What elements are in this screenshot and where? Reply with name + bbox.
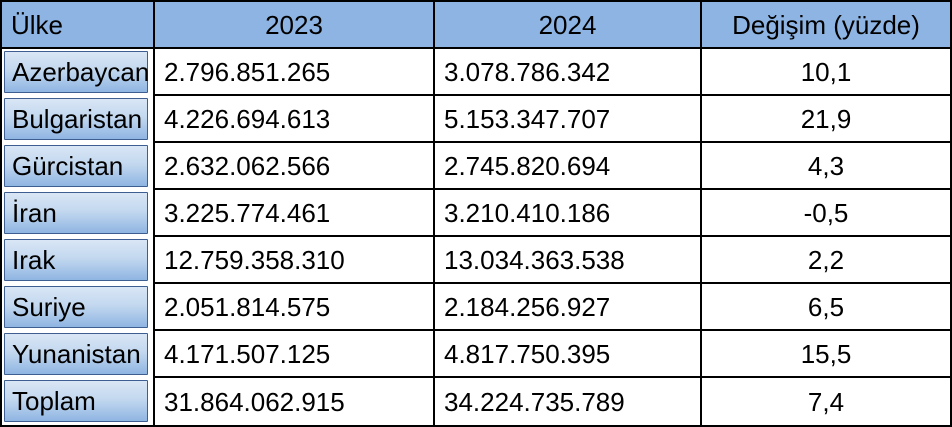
value-2024-cell: 5.153.347.707	[435, 96, 702, 143]
country-label: Suriye	[12, 292, 86, 322]
change-cell: 4,3	[702, 143, 950, 190]
value-2023-cell: 2.051.814.575	[155, 284, 435, 331]
total-2023-cell: 31.864.062.915	[155, 378, 435, 425]
total-2024-cell: 34.224.735.789	[435, 378, 702, 425]
table-row-country: İran	[2, 190, 155, 237]
table-row-country: Yunanistan	[2, 331, 155, 378]
country-chip: Azerbaycan	[4, 51, 150, 93]
country-label: Gürcistan	[12, 151, 124, 181]
value-2024-cell: 3.078.786.342	[435, 49, 702, 96]
total-label: Toplam	[12, 386, 96, 416]
change-cell: 6,5	[702, 284, 950, 331]
country-chip: Toplam	[4, 380, 148, 422]
country-chip: İran	[4, 192, 148, 234]
change-cell: 2,2	[702, 237, 950, 284]
country-label: Bulgaristan	[12, 104, 143, 134]
change-cell: 15,5	[702, 331, 950, 378]
value-2023-cell: 3.225.774.461	[155, 190, 435, 237]
value-2023-cell: 2.632.062.566	[155, 143, 435, 190]
country-label: Yunanistan	[12, 339, 141, 369]
value-2024-cell: 2.745.820.694	[435, 143, 702, 190]
change-cell: -0,5	[702, 190, 950, 237]
country-label: Irak	[12, 245, 56, 275]
change-cell: 10,1	[702, 49, 950, 96]
country-chip: Gürcistan	[4, 145, 148, 187]
value-2024-cell: 13.034.363.538	[435, 237, 702, 284]
change-cell: 21,9	[702, 96, 950, 143]
country-label: Azerbaycan	[12, 57, 150, 87]
country-chip: Bulgaristan	[4, 98, 148, 140]
value-2023-cell: 2.796.851.265	[155, 49, 435, 96]
table-row-total: Toplam	[2, 378, 155, 425]
table-row-country: Suriye	[2, 284, 155, 331]
value-2024-cell: 4.817.750.395	[435, 331, 702, 378]
header-cell-2024: 2024	[435, 2, 702, 49]
country-chip: Suriye	[4, 286, 148, 328]
value-2023-cell: 4.171.507.125	[155, 331, 435, 378]
country-chip: Yunanistan	[4, 333, 148, 375]
country-label: İran	[12, 198, 57, 228]
header-cell-country: Ülke	[2, 2, 155, 49]
table-row-country: Azerbaycan	[2, 49, 155, 96]
table-row-country: Bulgaristan	[2, 96, 155, 143]
value-2024-cell: 3.210.410.186	[435, 190, 702, 237]
value-2023-cell: 12.759.358.310	[155, 237, 435, 284]
header-cell-2023: 2023	[155, 2, 435, 49]
table-row-country: Gürcistan	[2, 143, 155, 190]
value-2024-cell: 2.184.256.927	[435, 284, 702, 331]
value-2023-cell: 4.226.694.613	[155, 96, 435, 143]
table-row-country: Irak	[2, 237, 155, 284]
header-cell-change: Değişim (yüzde)	[702, 2, 950, 49]
country-chip: Irak	[4, 239, 148, 281]
total-change-cell: 7,4	[702, 378, 950, 425]
